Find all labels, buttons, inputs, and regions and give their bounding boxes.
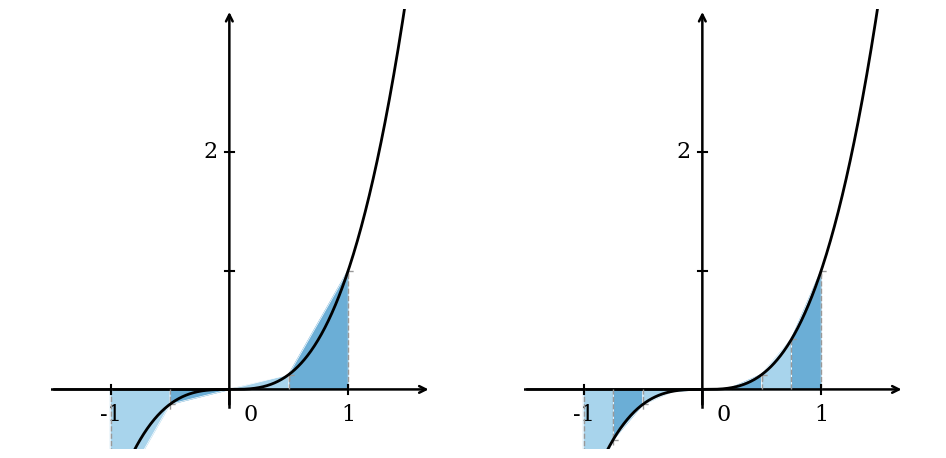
Polygon shape xyxy=(111,389,170,458)
Polygon shape xyxy=(762,339,792,389)
Text: 0: 0 xyxy=(717,403,731,425)
Text: 2: 2 xyxy=(203,141,218,163)
Polygon shape xyxy=(702,387,732,389)
Text: -1: -1 xyxy=(99,403,121,425)
Polygon shape xyxy=(289,271,348,389)
Polygon shape xyxy=(673,389,702,391)
Polygon shape xyxy=(229,375,289,389)
Polygon shape xyxy=(643,389,673,404)
Polygon shape xyxy=(584,389,613,458)
Polygon shape xyxy=(170,389,229,404)
Text: -1: -1 xyxy=(572,403,594,425)
Text: 2: 2 xyxy=(676,141,691,163)
Polygon shape xyxy=(613,389,643,440)
Text: 1: 1 xyxy=(815,403,829,425)
Polygon shape xyxy=(732,375,762,389)
Text: 1: 1 xyxy=(342,403,356,425)
Text: 0: 0 xyxy=(244,403,258,425)
Polygon shape xyxy=(792,271,821,389)
